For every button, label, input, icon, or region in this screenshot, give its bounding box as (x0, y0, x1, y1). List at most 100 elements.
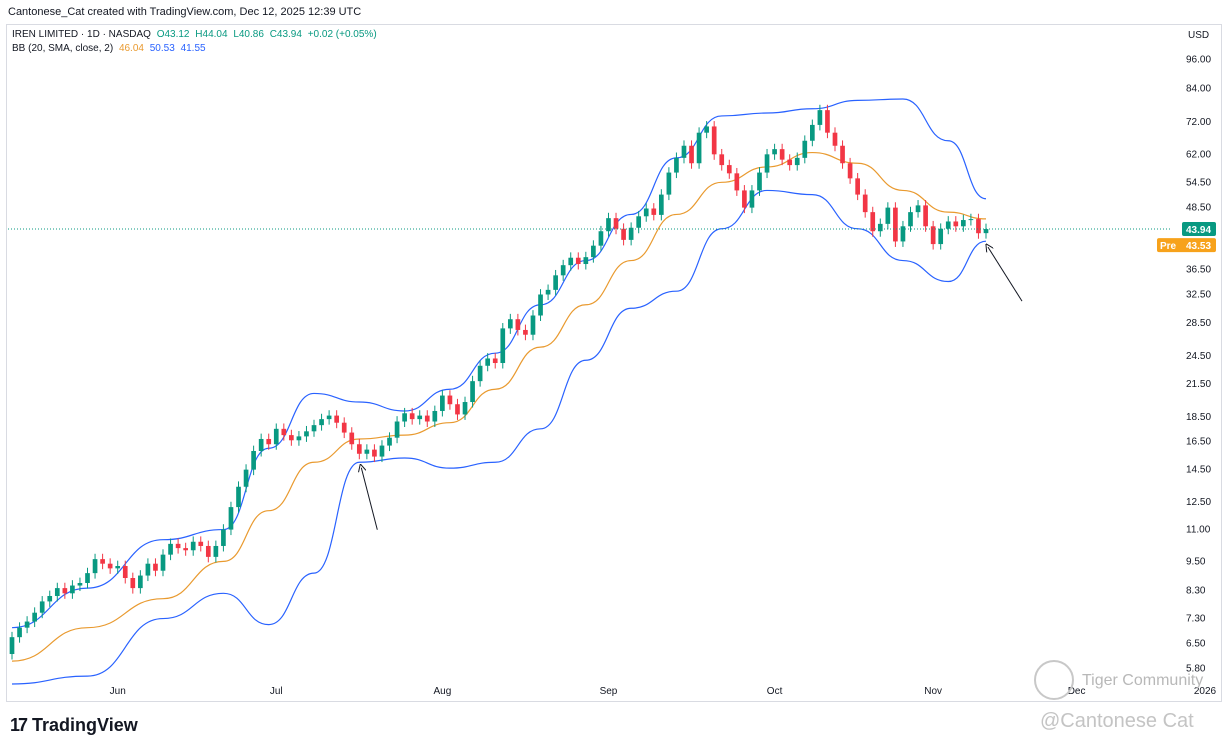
candle (319, 413, 324, 431)
candle (107, 558, 113, 574)
candle-body (213, 545, 219, 557)
candle (855, 173, 860, 201)
candle (530, 310, 536, 341)
candle-body (243, 469, 249, 487)
candle-body (364, 449, 370, 454)
bb-upper-value: 50.53 (149, 43, 175, 54)
candle-body (145, 563, 151, 576)
candle (915, 200, 921, 218)
candle-body (85, 573, 90, 583)
candle-body (447, 395, 453, 405)
candle-body (658, 194, 664, 215)
candle (387, 432, 392, 452)
candle (787, 154, 793, 171)
candle (175, 538, 181, 554)
candle (961, 214, 966, 232)
candle (711, 121, 717, 160)
price-tick-label: 28.50 (1186, 318, 1211, 329)
candle (621, 223, 626, 246)
candle (221, 524, 226, 552)
candle-body (772, 149, 777, 155)
candle-body (523, 329, 528, 335)
last-price-badge (1182, 222, 1216, 237)
pre-market-label: Pre (1160, 241, 1177, 252)
candle (575, 252, 581, 270)
candle-body (961, 220, 966, 227)
price-tick-label: 16.50 (1186, 437, 1211, 448)
candle (877, 218, 883, 237)
currency-label: USD (1188, 30, 1209, 41)
bollinger-bands (11, 98, 987, 685)
candle (636, 210, 642, 234)
candle (598, 225, 604, 252)
candle (817, 104, 823, 131)
candle (168, 538, 173, 561)
candle-body (794, 157, 800, 166)
candle (651, 203, 657, 221)
price-tick-label: 5.80 (1186, 663, 1206, 674)
candle (304, 425, 309, 442)
candle-body (432, 410, 438, 422)
candle (893, 202, 898, 247)
candle (976, 213, 981, 239)
candle-body (296, 436, 302, 441)
candle-body (545, 289, 551, 295)
price-tick-label: 96.00 (1186, 54, 1211, 65)
candle (470, 375, 475, 408)
candle-body (628, 227, 634, 240)
candle (334, 410, 340, 429)
price-tick-label: 9.50 (1186, 556, 1206, 567)
price-tick-label: 21.50 (1186, 379, 1211, 390)
candle (900, 220, 906, 247)
candle (100, 553, 105, 570)
high-value: H44.04 (195, 29, 228, 40)
candle (492, 353, 498, 369)
candle (432, 405, 438, 428)
candle-body (492, 358, 498, 364)
candle-body (379, 445, 385, 457)
candle (281, 423, 287, 441)
candle-body (205, 545, 211, 557)
watermark-author: @Cantonese Cat (1040, 710, 1194, 732)
candle-body (764, 154, 770, 173)
price-tick-label: 6.50 (1186, 639, 1206, 650)
candle (507, 313, 513, 334)
candle-body (77, 582, 83, 586)
candle (409, 407, 415, 425)
candle-body (568, 257, 574, 266)
candle (500, 323, 506, 369)
pre-market-price: 43.53 (1186, 241, 1211, 252)
candle (674, 152, 679, 179)
candle (198, 536, 204, 552)
chart-frame[interactable] (6, 24, 1222, 702)
candle (545, 284, 551, 300)
candle-body (417, 415, 423, 420)
candle (696, 127, 702, 169)
candles (9, 104, 989, 660)
candle (462, 396, 468, 420)
candle (24, 616, 30, 634)
candle (772, 143, 777, 160)
tradingview-brand[interactable]: 17 TradingView (10, 715, 138, 736)
candle-body (802, 140, 808, 158)
candle (983, 223, 989, 239)
candle (726, 159, 732, 179)
candle-body (92, 559, 98, 574)
candle (523, 324, 528, 341)
pre-market-badge (1157, 238, 1216, 253)
candle (296, 431, 302, 446)
candle-body (591, 245, 596, 258)
candle-body (704, 126, 709, 133)
candle-body (326, 415, 332, 420)
candle (908, 206, 913, 232)
candle (658, 189, 664, 221)
candle-body (938, 228, 944, 245)
time-tick-label: 2026 (1194, 686, 1217, 697)
candle (17, 622, 22, 643)
candle-body (100, 559, 105, 564)
candle (190, 536, 196, 556)
candle (583, 251, 589, 270)
candle-body (32, 612, 37, 622)
candle (356, 438, 362, 460)
